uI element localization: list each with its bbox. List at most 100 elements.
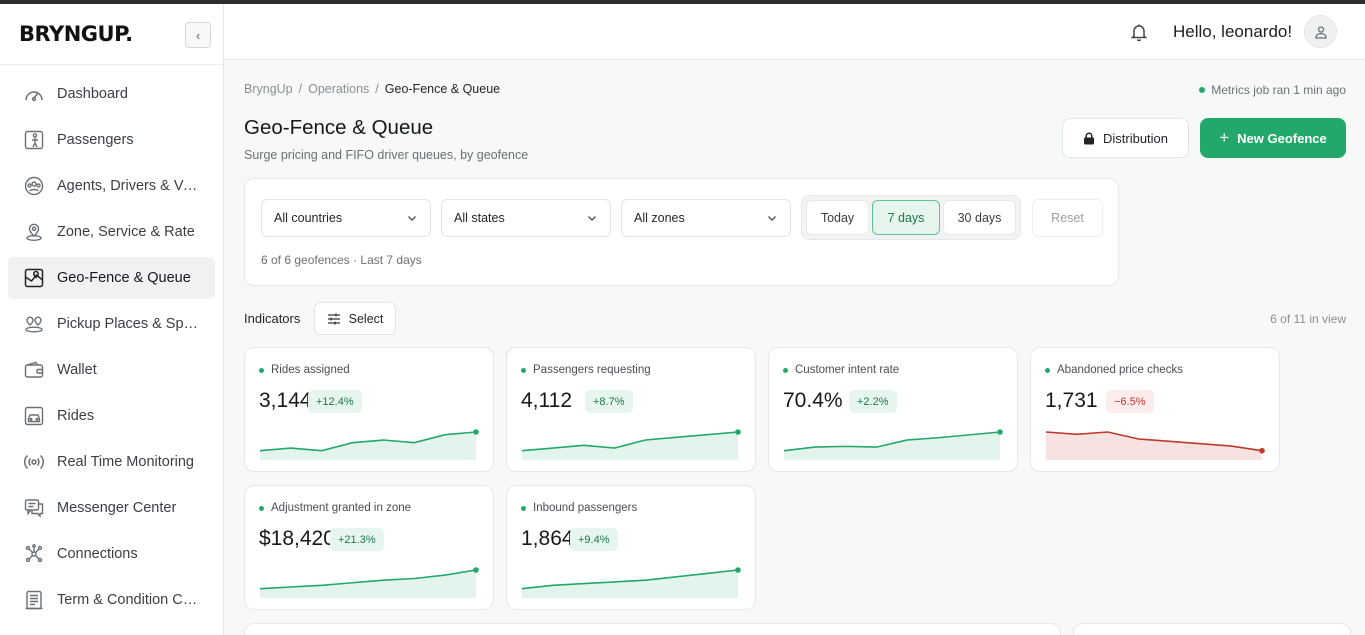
plus-icon: + xyxy=(1219,128,1230,147)
metrics-job-text: Metrics job ran 1 min ago xyxy=(1211,83,1346,97)
sparkline-area xyxy=(260,570,476,598)
sidebar: BRYNGUP. ‹ Dashboard Passengers Agents, … xyxy=(0,4,224,635)
lock-icon xyxy=(1083,132,1094,144)
sparkline-line xyxy=(259,431,477,452)
kpi-name-text: Customer intent rate xyxy=(795,364,900,376)
sparkline-area xyxy=(260,432,476,460)
filter-card: All countries All states All zones Today… xyxy=(244,178,1119,286)
state-select[interactable]: All states xyxy=(441,199,611,237)
sidebar-item-real-time-monitoring[interactable]: Real Time Monitoring xyxy=(8,441,215,483)
kpi-value: 1,731 xyxy=(1045,389,1098,412)
sparkline-area xyxy=(522,432,738,460)
kpi-value: 3,144 xyxy=(259,389,312,412)
country-select-value: All countries xyxy=(274,211,343,225)
sidebar-item-agents-drivers-vehicles[interactable]: Agents, Drivers & Vehicles xyxy=(8,165,215,207)
sidebar-item-geo-fence-queue[interactable]: Geo-Fence & Queue xyxy=(8,257,215,299)
sparkline-area xyxy=(784,432,1000,460)
status-dot-icon xyxy=(1199,87,1206,93)
pickup-places-icon xyxy=(23,313,45,335)
kpi-card-inbound-passengers[interactable]: Inbound passengers 1,864 +9.4% xyxy=(506,485,756,610)
sidebar-item-passengers[interactable]: Passengers xyxy=(8,119,215,161)
sidebar-item-label: Messenger Center xyxy=(57,500,177,516)
select-indicators-label: Select xyxy=(348,311,384,326)
sidebar-item-label: Agents, Drivers & Vehicles xyxy=(57,178,202,194)
select-indicators-button[interactable]: Select xyxy=(314,302,396,335)
sidebar-item-pickup-places-spots[interactable]: Pickup Places & Spots xyxy=(8,303,215,345)
breadcrumb: BryngUp / Operations / Geo-Fence & Queue xyxy=(244,82,500,96)
page-title: Geo-Fence & Queue xyxy=(244,116,434,139)
avatar[interactable] xyxy=(1304,15,1337,48)
main-content: BryngUp / Operations / Geo-Fence & Queue Met… xyxy=(224,60,1365,635)
kpi-card-passengers-requesting[interactable]: Passengers requesting 4,112 +8.7% xyxy=(506,347,756,472)
zone-select-value: All zones xyxy=(634,211,685,225)
sparkline-end-point xyxy=(1259,447,1265,454)
in-view-count: 6 of 11 in view xyxy=(1270,312,1346,326)
sidebar-item-label: Term & Condition Center xyxy=(57,592,202,608)
sparkline-end-point xyxy=(735,429,741,435)
sidebar-item-label: Real Time Monitoring xyxy=(57,454,194,470)
kpi-value: $18,420 xyxy=(259,527,335,550)
sparkline-line xyxy=(259,569,477,590)
kpi-name-text: Adjustment granted in zone xyxy=(271,502,412,514)
speedometer-icon xyxy=(23,83,45,105)
breadcrumb-item-operations[interactable]: Operations xyxy=(308,82,370,96)
bell-icon[interactable] xyxy=(1129,22,1149,42)
kpi-card-customer-intent-rate[interactable]: Customer intent rate 70.4% +2.2% xyxy=(768,347,1018,472)
kpi-sparkline xyxy=(521,429,741,460)
new-geofence-button[interactable]: + New Geofence xyxy=(1200,118,1346,158)
people-group-icon xyxy=(23,175,45,197)
sidebar-nav: Dashboard Passengers Agents, Drivers & V… xyxy=(8,73,215,625)
zone-select[interactable]: All zones xyxy=(621,199,791,237)
kpi-name: Rides assigned xyxy=(259,364,350,376)
bottom-card-left xyxy=(244,623,1061,635)
status-dot-icon xyxy=(259,505,264,511)
kpi-name: Passengers requesting xyxy=(521,364,651,376)
sidebar-item-rides[interactable]: Rides xyxy=(8,395,215,437)
kpi-name-text: Rides assigned xyxy=(271,364,350,376)
range-7-days-button[interactable]: 7 days xyxy=(872,200,940,235)
sidebar-item-zone-service-rate[interactable]: Zone, Service & Rate xyxy=(8,211,215,253)
state-select-value: All states xyxy=(454,211,505,225)
country-select[interactable]: All countries xyxy=(261,199,431,237)
date-range-toggle: Today 7 days 30 days xyxy=(801,195,1021,240)
breadcrumb-separator: / xyxy=(298,82,303,96)
reset-button[interactable]: Reset xyxy=(1032,199,1103,237)
chevron-left-icon: ‹ xyxy=(195,27,201,43)
kpi-sparkline xyxy=(783,429,1003,460)
kpi-delta-badge: −6.5% xyxy=(1106,390,1154,413)
kpi-sparkline xyxy=(1045,431,1265,460)
sparkline-line xyxy=(783,431,1001,452)
location-pin-icon xyxy=(23,221,45,243)
kpi-card-abandoned-price-checks[interactable]: Abandoned price checks 1,731 −6.5% xyxy=(1030,347,1280,472)
kpi-delta-badge: +8.7% xyxy=(585,390,633,413)
filter-summary: 6 of 6 geofences · Last 7 days xyxy=(261,253,422,267)
status-dot-icon xyxy=(521,505,526,511)
sidebar-item-label: Passengers xyxy=(57,132,134,148)
sparkline-end-point xyxy=(997,429,1003,435)
sidebar-item-connections[interactable]: Connections xyxy=(8,533,215,575)
network-icon xyxy=(23,543,45,565)
passenger-icon xyxy=(23,129,45,151)
sidebar-item-wallet[interactable]: Wallet xyxy=(8,349,215,391)
kpi-card-adjustment-granted[interactable]: Adjustment granted in zone $18,420 +21.3… xyxy=(244,485,494,610)
brand-logo[interactable]: BRYNGUP. xyxy=(19,22,133,46)
chevron-down-icon xyxy=(408,216,416,221)
kpi-name: Abandoned price checks xyxy=(1045,364,1183,376)
kpi-delta-badge: +2.2% xyxy=(849,390,897,413)
collapse-sidebar-button[interactable]: ‹ xyxy=(185,22,211,48)
distribution-button[interactable]: Distribution xyxy=(1062,118,1189,158)
range-today-button[interactable]: Today xyxy=(806,200,869,235)
sidebar-item-dashboard[interactable]: Dashboard xyxy=(8,73,215,115)
breadcrumb-item-bryngup[interactable]: BryngUp xyxy=(244,82,293,96)
sidebar-item-term-condition-center[interactable]: Term & Condition Center xyxy=(8,579,215,621)
wallet-icon xyxy=(23,359,45,381)
range-30-days-button[interactable]: 30 days xyxy=(943,200,1016,235)
kpi-card-rides-assigned[interactable]: Rides assigned 3,144 +12.4% xyxy=(244,347,494,472)
kpi-sparkline xyxy=(259,429,479,460)
status-dot-icon xyxy=(1045,367,1050,373)
car-icon xyxy=(23,405,45,427)
bottom-card-right xyxy=(1073,623,1351,635)
sidebar-item-label: Dashboard xyxy=(57,86,128,102)
sidebar-item-label: Connections xyxy=(57,546,138,562)
sidebar-item-messenger-center[interactable]: Messenger Center xyxy=(8,487,215,529)
